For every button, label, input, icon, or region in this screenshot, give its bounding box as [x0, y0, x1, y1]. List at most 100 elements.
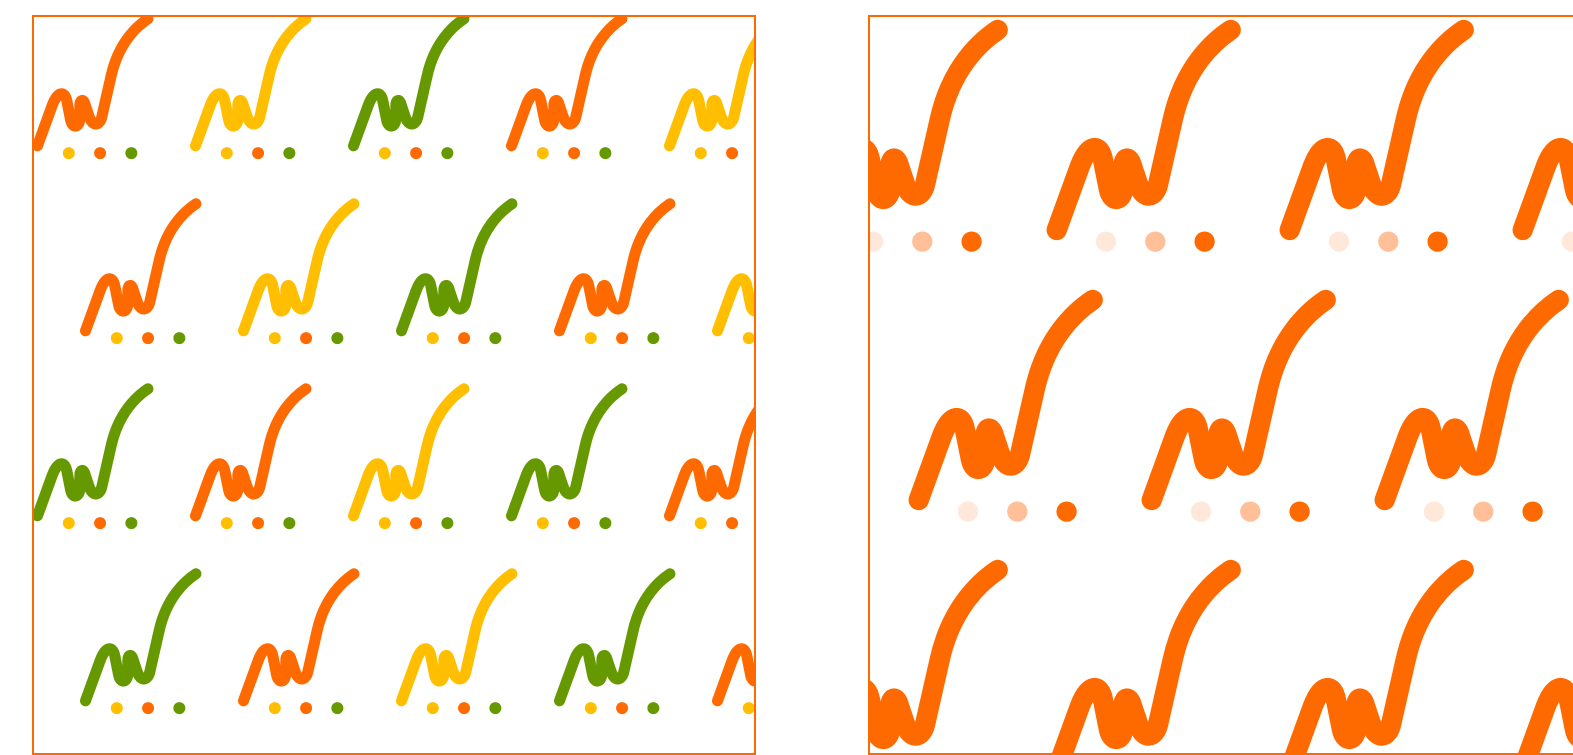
squiggle-motif [396, 198, 518, 345]
squiggle-motif [34, 383, 154, 530]
squiggle-motif [506, 383, 628, 530]
dot-icon [110, 332, 123, 345]
dot-icon [489, 702, 502, 715]
squiggle-icon [80, 568, 202, 707]
pattern-panel-left [32, 15, 756, 755]
dot-icon [125, 147, 138, 160]
squiggle-icon [1374, 289, 1569, 511]
squiggle-icon [664, 406, 754, 522]
dot-icon [1190, 501, 1212, 522]
squiggle-motif [664, 406, 754, 530]
dot-icon [142, 332, 155, 345]
squiggle-motif [190, 383, 312, 530]
dot-icon [173, 702, 186, 715]
squiggle-icon [554, 568, 676, 707]
dot-icon [616, 332, 629, 345]
dot-icon [426, 332, 439, 345]
squiggle-motif [1285, 559, 1474, 753]
dot-icon [94, 147, 107, 160]
squiggle-motif [1512, 138, 1573, 252]
dot-icon [300, 332, 313, 345]
dot-icon [726, 517, 739, 530]
dot-icon [220, 517, 233, 530]
dot-icon [742, 332, 754, 345]
squiggle-icon [870, 19, 1008, 209]
squiggle-icon [506, 383, 628, 522]
dot-icon [647, 332, 660, 345]
dot-icon [268, 702, 281, 715]
squiggle-icon [712, 643, 754, 707]
dot-icon [1240, 501, 1261, 522]
squiggle-motif [908, 289, 1103, 522]
dot-icon [568, 517, 581, 530]
squiggle-motif [554, 568, 676, 715]
dot-icon [1194, 231, 1215, 252]
dot-icon [458, 332, 471, 345]
squiggle-icon [1285, 559, 1474, 753]
squiggle-icon [238, 198, 360, 337]
squiggle-icon [712, 273, 754, 337]
squiggle-motif [554, 198, 676, 345]
squiggle-motif [1046, 19, 1241, 252]
squiggle-motif [238, 198, 360, 345]
dot-icon [410, 147, 423, 160]
dot-icon [616, 702, 629, 715]
squiggle-motif [1141, 289, 1336, 522]
dot-icon [94, 517, 107, 530]
dot-icon [1289, 501, 1310, 522]
squiggle-motif [348, 383, 470, 530]
squiggle-icon [396, 568, 518, 707]
pattern-canvas-right [870, 19, 1573, 753]
dot-icon [283, 517, 296, 530]
dot-icon [125, 517, 138, 530]
dot-icon [694, 147, 707, 160]
dot-icon [1095, 231, 1117, 252]
dot-icon [1561, 231, 1573, 252]
squiggle-icon [1046, 19, 1241, 241]
dot-icon [1056, 501, 1077, 522]
dot-icon [378, 517, 391, 530]
squiggle-icon [34, 383, 154, 522]
squiggle-icon [664, 36, 754, 152]
pattern-canvas-left [34, 17, 754, 715]
squiggle-motif [190, 17, 312, 160]
squiggle-icon [506, 17, 628, 152]
dot-icon [742, 702, 754, 715]
squiggle-motif [1279, 19, 1474, 252]
squiggle-motif [664, 36, 754, 160]
squiggle-motif [712, 643, 754, 715]
dot-icon [870, 231, 884, 252]
squiggle-icon [80, 198, 202, 337]
dot-icon [142, 702, 155, 715]
squiggle-icon [238, 568, 360, 707]
dot-icon [536, 147, 549, 160]
squiggle-motif [348, 17, 470, 160]
dot-icon [410, 517, 423, 530]
squiggle-icon [1141, 289, 1336, 511]
squiggle-motif [712, 273, 754, 345]
pattern-panel-right [868, 15, 1573, 755]
squiggle-icon [870, 559, 1008, 749]
dot-icon [1427, 231, 1448, 252]
squiggle-icon [34, 17, 154, 152]
squiggle-icon [190, 383, 312, 522]
squiggle-icon [908, 289, 1103, 511]
dot-icon [1145, 231, 1166, 252]
dot-icon [220, 147, 233, 160]
dot-icon [300, 702, 313, 715]
dot-icon [1423, 501, 1445, 522]
squiggle-icon [396, 198, 518, 337]
dot-icon [1378, 231, 1399, 252]
squiggle-motif [396, 568, 518, 715]
squiggle-motif [238, 568, 360, 715]
dot-icon [584, 332, 597, 345]
squiggle-motif [1052, 559, 1241, 753]
dot-icon [331, 702, 344, 715]
dot-icon [268, 332, 281, 345]
dot-icon [912, 231, 933, 252]
dot-icon [441, 147, 454, 160]
dot-icon [1522, 501, 1543, 522]
squiggle-icon [554, 198, 676, 337]
squiggle-icon [348, 383, 470, 522]
squiggle-icon [1052, 559, 1241, 753]
